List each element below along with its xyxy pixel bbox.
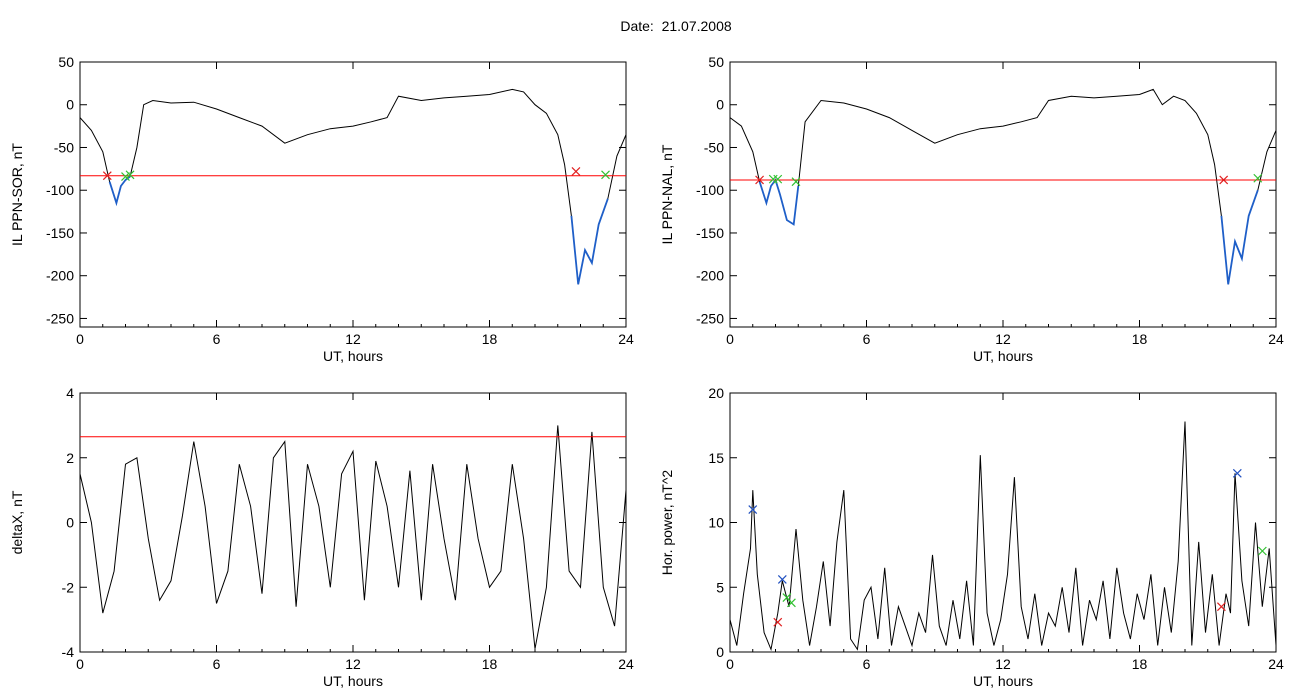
plot-bottom-right: 0 6 12 18 24 20 15 10 5 0 UT, hours Hor. power, nT^… — [659, 385, 1284, 689]
x-axis-label: UT, hours — [323, 348, 383, 364]
y-tick-label: -250 — [46, 310, 74, 326]
series-line — [730, 88, 1276, 285]
x-tick-label: 24 — [618, 331, 634, 347]
y-tick-label: 0 — [716, 97, 724, 113]
plot-top-right: 0 6 12 18 24 50 0 -50 -100 -150 -200 -250 UT, hours I… — [659, 54, 1284, 364]
y-axis-label: IL PPN-NAL, nT — [659, 144, 675, 244]
marker-green — [125, 170, 135, 180]
y-tick-label: -100 — [46, 182, 74, 198]
plot-top-left: 0 6 12 18 24 50 0 -50 -100 -150 -200 -250 UT, hours I… — [9, 54, 634, 364]
marker-red — [102, 171, 112, 181]
y-tick-label: -150 — [46, 225, 74, 241]
highlight-segment — [758, 178, 800, 226]
page-title: Date: 21.07.2008 — [620, 18, 732, 34]
y-tick-label: 50 — [58, 54, 74, 70]
marker-red — [755, 175, 764, 185]
x-tick-label: 24 — [1268, 331, 1284, 347]
x-tick-label: 6 — [213, 331, 221, 347]
marker-green — [791, 177, 801, 187]
marker-green — [601, 170, 610, 180]
y-tick-label: 10 — [708, 515, 724, 531]
marker-green — [121, 172, 130, 181]
x-tick-label: 0 — [76, 656, 84, 672]
y-axis-label: deltaX, nT — [9, 490, 25, 554]
x-tick-label: 0 — [726, 331, 734, 347]
y-tick-label: -2 — [62, 579, 75, 595]
marker-green — [1253, 173, 1263, 183]
series-line — [80, 88, 626, 285]
x-tick-label: 0 — [726, 656, 734, 672]
x-tick-label: 12 — [345, 331, 361, 347]
y-tick-label: 5 — [716, 579, 724, 595]
x-tick-label: 12 — [995, 656, 1011, 672]
x-tick-label: 24 — [618, 656, 634, 672]
y-tick-label: 2 — [66, 450, 74, 466]
marker-green — [773, 174, 783, 184]
y-tick-label: -200 — [696, 268, 724, 284]
y-axis-label: Hor. power, nT^2 — [659, 470, 675, 576]
marker-red — [571, 166, 581, 176]
x-tick-label: 6 — [863, 656, 871, 672]
y-tick-label: 0 — [66, 97, 74, 113]
y-tick-label: 50 — [708, 54, 724, 70]
series-line — [730, 421, 1276, 652]
y-tick-label: -150 — [696, 225, 724, 241]
y-tick-label: -200 — [46, 268, 74, 284]
y-tick-label: -4 — [62, 644, 75, 660]
marker-green — [787, 598, 796, 608]
x-axis-label: UT, hours — [973, 673, 1033, 689]
marker-blue — [1232, 468, 1242, 478]
y-tick-label: 20 — [708, 385, 724, 401]
y-tick-label: -250 — [696, 310, 724, 326]
x-tick-label: 24 — [1268, 656, 1284, 672]
x-axis-label: UT, hours — [323, 673, 383, 689]
x-tick-label: 18 — [1132, 331, 1148, 347]
x-tick-label: 12 — [995, 331, 1011, 347]
x-tick-label: 18 — [1132, 656, 1148, 672]
y-tick-label: 4 — [66, 385, 74, 401]
x-tick-label: 18 — [482, 331, 498, 347]
plot-frame — [729, 61, 1277, 328]
y-tick-label: -50 — [704, 139, 724, 155]
highlight-segment — [1220, 189, 1259, 285]
series-line — [80, 425, 626, 649]
plot-bottom-left: 0 6 12 18 24 4 2 0 -2 -4 UT, hours deltaX, nT — [9, 385, 634, 689]
marker-red — [773, 617, 783, 627]
highlight-segment — [570, 198, 609, 285]
x-tick-label: 12 — [345, 656, 361, 672]
marker-blue — [777, 575, 787, 584]
y-axis-label: IL PPN-SOR, nT — [9, 143, 25, 246]
x-tick-label: 6 — [863, 331, 871, 347]
y-tick-label: -50 — [54, 139, 74, 155]
y-tick-label: 15 — [708, 450, 724, 466]
x-axis-label: UT, hours — [973, 348, 1033, 364]
x-tick-label: 6 — [213, 656, 221, 672]
marker-blue — [748, 505, 758, 514]
y-tick-label: 0 — [66, 515, 74, 531]
marker-green — [1257, 546, 1267, 556]
x-tick-label: 0 — [76, 331, 84, 347]
plot-frame — [79, 392, 627, 653]
x-tick-label: 18 — [482, 656, 498, 672]
highlight-segment — [108, 175, 131, 207]
y-tick-label: 0 — [716, 644, 724, 660]
y-tick-label: -100 — [696, 182, 724, 198]
marker-red — [1216, 602, 1226, 612]
marker-red — [1219, 175, 1229, 185]
